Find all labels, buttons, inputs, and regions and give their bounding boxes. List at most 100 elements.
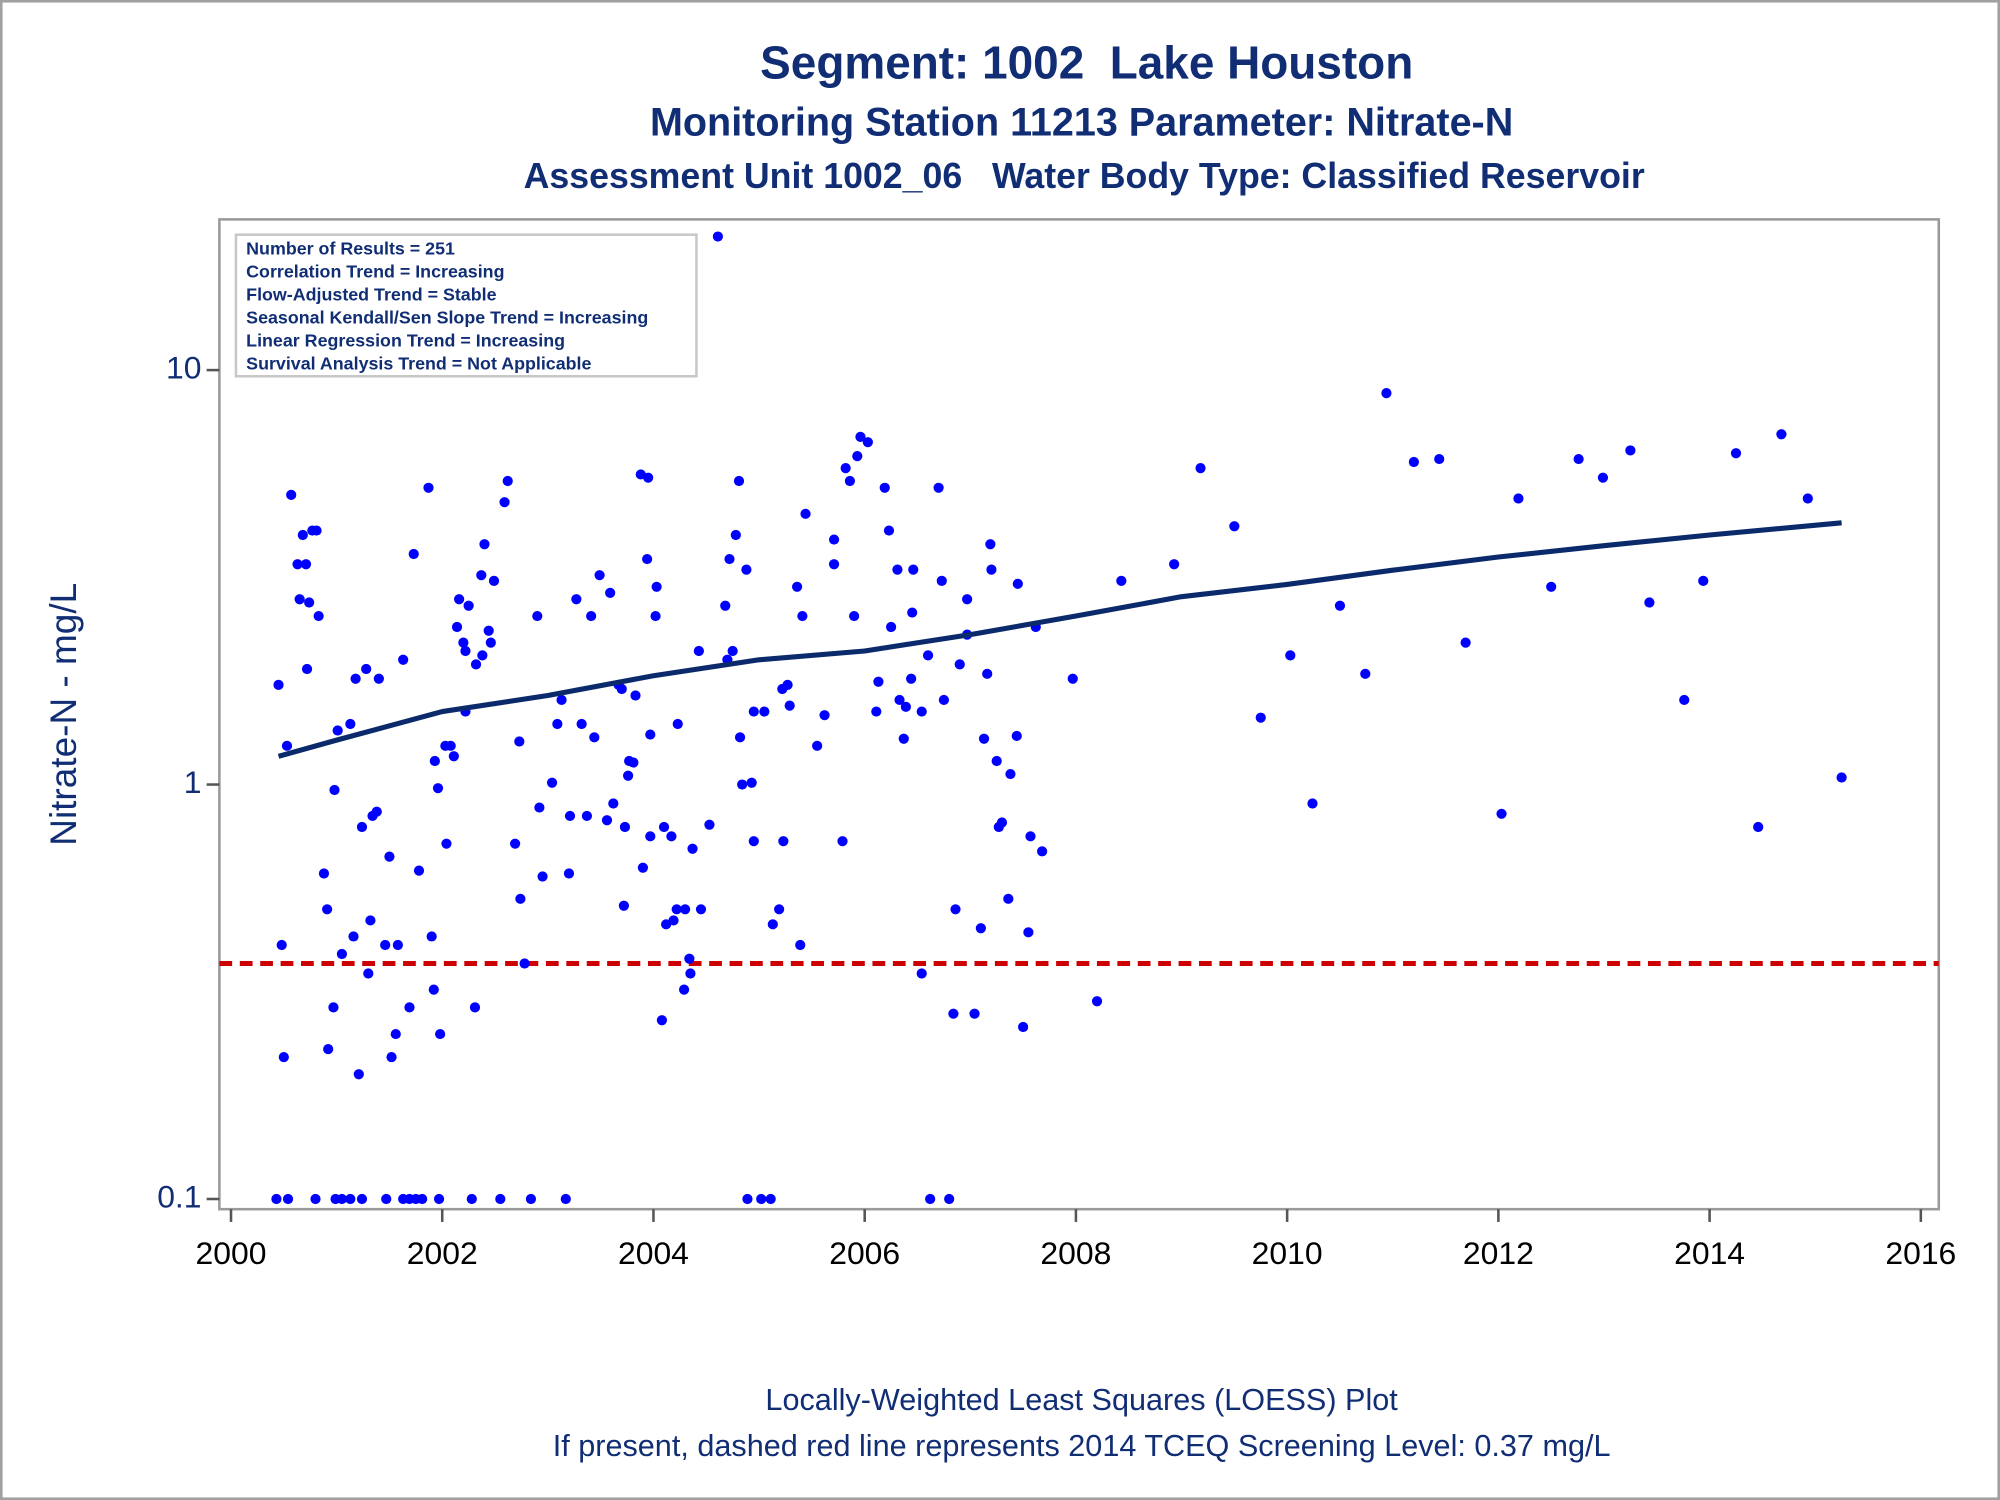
data-point	[470, 659, 482, 670]
data-point	[628, 757, 639, 768]
data-point	[668, 915, 679, 926]
data-point	[322, 904, 333, 915]
data-point	[986, 564, 997, 575]
data-point	[855, 431, 866, 442]
data-point	[704, 819, 715, 830]
x-tick-label: 2014	[1674, 1235, 1745, 1271]
data-point	[1023, 927, 1034, 938]
x-tick-label: 2002	[407, 1235, 478, 1271]
y-tick-label: 1	[184, 764, 202, 800]
data-point	[687, 843, 698, 854]
data-point	[485, 637, 496, 648]
data-point	[812, 740, 823, 751]
data-point	[637, 862, 648, 873]
x-tick-label: 2000	[196, 1235, 267, 1271]
data-point	[916, 706, 927, 717]
data-point	[373, 673, 384, 684]
data-point	[900, 701, 911, 712]
data-point	[1802, 493, 1813, 504]
data-point	[800, 508, 811, 519]
data-point	[345, 718, 356, 730]
x-tick-label: 2010	[1252, 1235, 1323, 1271]
chart-title: Segment: 1002 Lake Houston	[760, 36, 1413, 88]
data-point	[281, 740, 293, 751]
data-point	[936, 575, 947, 586]
data-point	[727, 645, 738, 657]
data-point	[651, 581, 662, 592]
data-point	[563, 868, 575, 879]
data-point	[948, 1008, 959, 1019]
data-point	[678, 984, 690, 995]
data-point	[380, 939, 391, 951]
data-point	[1496, 808, 1507, 819]
data-point	[819, 710, 830, 721]
data-point	[499, 497, 510, 508]
data-point	[1307, 798, 1318, 809]
data-point	[404, 1002, 415, 1013]
data-point	[301, 663, 313, 675]
data-point	[650, 610, 661, 622]
data-point	[925, 1193, 936, 1205]
data-point	[894, 694, 905, 706]
stats-box	[234, 233, 698, 378]
data-point	[922, 650, 934, 661]
data-point	[724, 553, 735, 565]
data-point	[458, 637, 469, 648]
data-point	[297, 529, 308, 541]
data-point	[950, 904, 961, 915]
data-point	[828, 559, 840, 570]
data-point	[645, 729, 656, 740]
data-point	[435, 1028, 446, 1040]
data-point	[576, 718, 587, 730]
data-point	[908, 564, 919, 575]
data-point	[356, 821, 368, 833]
footnote: If present, dashed red line represents 2…	[553, 1429, 1611, 1463]
data-point	[969, 1008, 980, 1019]
data-point	[469, 1002, 481, 1013]
data-point	[276, 939, 287, 951]
subtitle: Monitoring Station 11213 Parameter: Nitr…	[650, 100, 1513, 144]
data-point	[371, 806, 382, 817]
x-tick-label: 2012	[1463, 1235, 1534, 1271]
data-point	[329, 784, 340, 796]
data-point	[1644, 597, 1655, 608]
stats-line: Seasonal Kendall/Sen Slope Trend = Incre…	[246, 308, 648, 328]
data-point	[477, 650, 488, 661]
data-point	[975, 923, 986, 934]
data-point	[712, 231, 723, 242]
data-point	[685, 968, 696, 979]
data-point	[938, 694, 949, 706]
data-point	[746, 777, 757, 788]
data-point	[300, 559, 312, 570]
data-point	[672, 718, 683, 730]
data-point	[1018, 1021, 1029, 1033]
data-point	[658, 821, 670, 833]
data-point	[313, 610, 324, 622]
data-point	[1037, 846, 1048, 857]
data-point	[589, 732, 600, 743]
data-point	[353, 1069, 364, 1080]
data-point	[991, 755, 1002, 767]
data-point	[428, 984, 439, 995]
data-point	[784, 700, 795, 711]
data-point	[756, 1193, 767, 1205]
data-point	[1776, 429, 1787, 440]
data-point	[594, 570, 605, 581]
stats-line: Linear Regression Trend = Increasing	[246, 331, 565, 351]
data-point	[515, 893, 526, 904]
data-point	[618, 900, 629, 911]
data-point	[759, 706, 770, 717]
data-point	[514, 736, 525, 747]
data-point	[534, 802, 545, 813]
data-point	[1679, 694, 1690, 706]
data-point	[645, 831, 656, 842]
data-point	[852, 451, 863, 462]
data-point	[1836, 772, 1847, 783]
data-point	[656, 1015, 668, 1026]
data-point	[273, 679, 284, 690]
y-tick-label: 10	[166, 350, 201, 386]
data-point	[1546, 581, 1557, 592]
data-point	[1573, 453, 1584, 465]
